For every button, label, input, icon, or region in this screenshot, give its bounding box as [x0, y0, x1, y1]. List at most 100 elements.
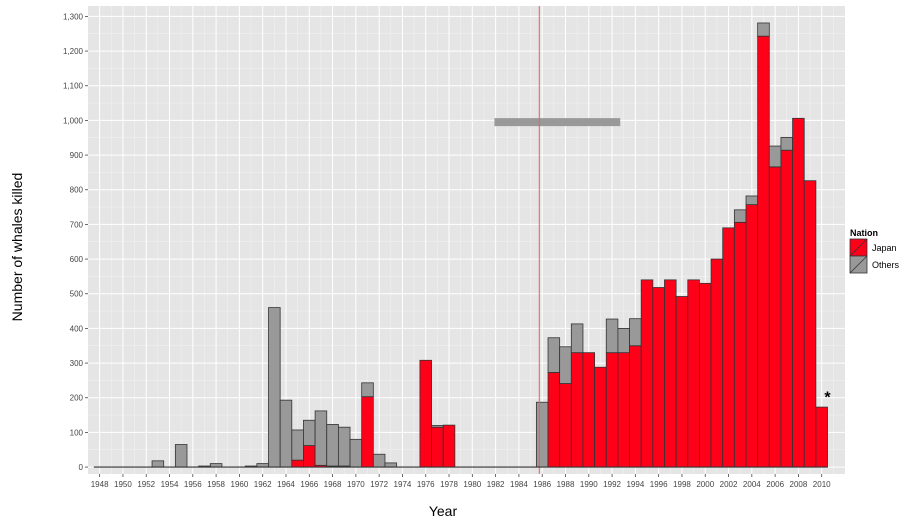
x-tick-label: 1978 [440, 480, 458, 489]
y-tick-label: 700 [70, 220, 84, 229]
x-tick-label: 1950 [114, 480, 132, 489]
bar-others-1987 [547, 337, 561, 373]
y-tick-label: 800 [70, 186, 84, 195]
x-tick-label: 2004 [743, 480, 761, 489]
x-tick-label: 1996 [650, 480, 668, 489]
bar-japan-2002 [722, 227, 735, 468]
legend-label-others: Others [872, 260, 900, 270]
y-tick-label: 0 [79, 463, 84, 472]
bar-others-1953 [151, 460, 165, 468]
x-tick-label: 1960 [231, 480, 249, 489]
legend-item-japan: Japan [849, 238, 897, 257]
bar-japan-1989 [570, 352, 584, 468]
x-tick-label: 1988 [557, 480, 575, 489]
bar-others-1964 [279, 399, 293, 468]
y-tick-label: 1,300 [63, 12, 84, 21]
x-tick-label: 1976 [417, 480, 435, 489]
bar-japan-1993 [617, 352, 630, 468]
x-tick-label: 2000 [696, 480, 714, 489]
bar-others-1968 [326, 424, 339, 467]
x-tick-label: 1986 [533, 480, 551, 489]
bar-others-1969 [337, 426, 351, 467]
x-tick-label: 1964 [277, 480, 295, 489]
bar-japan-2004 [745, 204, 759, 468]
bar-japan-1999 [687, 279, 700, 468]
bar-japan-2007 [780, 149, 793, 468]
bar-others-1965 [291, 429, 304, 461]
bar-others-1955 [174, 444, 188, 468]
x-tick-label: 1948 [91, 480, 109, 489]
x-tick-label: 1958 [207, 480, 225, 489]
x-tick-label: 1962 [254, 480, 272, 489]
y-tick-label: 400 [70, 324, 84, 333]
y-tick-label: 1,000 [63, 116, 84, 125]
legend-label-japan: Japan [872, 243, 897, 253]
y-axis-ticks: 0 100 200 300 400 500 600 700 800 900 1,000 1,100 1,… [63, 12, 88, 472]
x-tick-label: 1980 [463, 480, 481, 489]
bar-others-1977 [431, 425, 444, 428]
legend-title: Nation [850, 228, 878, 238]
bar-japan-2005 [757, 35, 770, 468]
legend-item-others: Others [849, 255, 900, 274]
x-tick-label: 1972 [370, 480, 388, 489]
bar-japan-1996 [652, 287, 665, 468]
bar-others-1986 [535, 401, 549, 468]
y-tick-label: 1,200 [63, 47, 84, 56]
x-tick-label: 1974 [394, 480, 412, 489]
x-axis-ticks: 1948 1950 1952 1954 1956 1958 1960 1962 1964 1966… [91, 474, 831, 489]
bars [151, 22, 828, 468]
legend-key-japan-slash [849, 238, 868, 257]
range-bar [494, 118, 621, 127]
x-tick-label: 1968 [324, 480, 342, 489]
x-tick-label: 2002 [720, 480, 738, 489]
bar-japan-2010 [815, 406, 828, 468]
legend: Nation Japan Others [849, 228, 900, 274]
bar-japan-2000 [699, 282, 712, 468]
x-tick-label: 1994 [626, 480, 644, 489]
y-tick-label: 200 [70, 394, 84, 403]
bar-others-1994 [629, 318, 642, 347]
x-tick-label: 1982 [487, 480, 505, 489]
bar-japan-1971 [361, 396, 374, 468]
x-tick-label: 1952 [137, 480, 155, 489]
y-tick-label: 900 [70, 151, 84, 160]
bar-japan-1965 [291, 459, 304, 468]
x-tick-label: 1956 [184, 480, 202, 489]
x-tick-label: 1954 [161, 480, 179, 489]
bar-others-1972 [372, 453, 386, 468]
range-bars [494, 118, 621, 127]
bar-japan-1988 [559, 383, 572, 468]
x-axis-title: Year [429, 503, 458, 519]
bar-others-1966 [303, 419, 316, 446]
x-tick-label: 1998 [673, 480, 691, 489]
bar-others-1971 [361, 382, 374, 398]
y-tick-label: 500 [70, 290, 84, 299]
y-tick-label: 100 [70, 428, 84, 437]
y-tick-label: 300 [70, 359, 84, 368]
bar-others-1963 [268, 307, 281, 468]
y-axis-title: Number of whales killed [9, 173, 25, 322]
x-tick-label: 2008 [790, 480, 808, 489]
bar-japan-1987 [547, 372, 561, 468]
bar-japan-1995 [640, 279, 654, 468]
bar-others-1967 [314, 410, 328, 466]
legend-key-others-slash [849, 255, 868, 274]
bar-japan-2009 [803, 180, 817, 468]
bar-others-1989 [570, 323, 584, 354]
bar-japan-2006 [768, 166, 782, 468]
x-tick-label: 1990 [580, 480, 598, 489]
bar-japan-1994 [629, 345, 642, 468]
bar-japan-1966 [303, 445, 316, 468]
bar-others-1988 [559, 346, 572, 384]
bar-others-2004 [745, 195, 759, 206]
bar-japan-2001 [710, 258, 724, 468]
bar-japan-1978 [442, 424, 456, 468]
bar-others-2007 [780, 136, 793, 151]
annotation-asterisk: * [824, 389, 831, 406]
bar-others-1992 [605, 318, 619, 354]
bar-japan-1998 [675, 296, 689, 468]
bar-others-1970 [349, 438, 363, 468]
y-tick-label: 1,100 [63, 82, 84, 91]
bar-japan-1976 [419, 359, 432, 468]
